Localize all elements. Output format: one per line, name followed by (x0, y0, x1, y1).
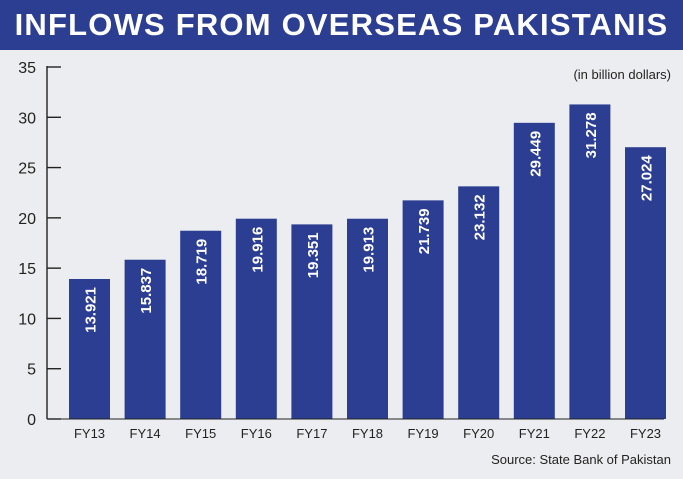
bar (69, 278, 110, 419)
y-tick-label: 10 (18, 311, 36, 328)
chart-title: INFLOWS FROM OVERSEAS PAKISTANIS (14, 7, 669, 42)
bar (291, 224, 333, 419)
bar (347, 218, 388, 419)
bar (180, 230, 222, 419)
x-tick-label: FY16 (241, 426, 272, 441)
bar-value-label: 31.278 (583, 112, 600, 158)
x-tick-label: FY18 (352, 426, 383, 441)
x-tick-label: FY23 (630, 426, 661, 441)
y-tick-label: 35 (18, 60, 36, 77)
x-tick-label: FY21 (519, 426, 550, 441)
bar-value-label: 27.024 (639, 155, 656, 202)
bar (625, 147, 666, 420)
y-tick-label: 20 (18, 211, 36, 228)
bar-value-label: 19.351 (305, 232, 322, 278)
x-tick-label: FY13 (74, 426, 105, 441)
bar-value-label: 15.837 (138, 268, 155, 314)
unit-note: (in billion dollars) (573, 67, 671, 82)
x-tick-label: FY20 (463, 426, 494, 441)
x-tick-label: FY15 (185, 426, 216, 441)
title-bar: INFLOWS FROM OVERSEAS PAKISTANIS (0, 0, 683, 50)
bar-value-label: 18.719 (194, 239, 211, 285)
x-tick-label: FY17 (296, 426, 327, 441)
bar-value-label: 19.913 (361, 227, 378, 273)
bar-value-label: 23.132 (472, 194, 489, 240)
y-tick-label: 5 (27, 362, 36, 379)
bar (513, 122, 555, 419)
bar (235, 218, 277, 419)
source-note: Source: State Bank of Pakistan (491, 452, 671, 467)
x-tick-label: FY22 (574, 426, 605, 441)
bar (569, 104, 611, 420)
y-tick-label: 0 (27, 412, 36, 429)
bar-value-label: 21.739 (416, 208, 433, 254)
y-tick-label: 30 (18, 110, 36, 127)
y-tick-label: 25 (18, 161, 36, 178)
bar (402, 200, 444, 419)
bar (124, 259, 166, 419)
bar-value-label: 19.916 (249, 227, 266, 273)
bar-value-label: 13.921 (83, 287, 100, 333)
y-tick-label: 15 (18, 261, 36, 278)
x-tick-label: FY14 (130, 426, 161, 441)
bar-value-label: 29.449 (527, 131, 544, 177)
x-tick-label: FY19 (408, 426, 439, 441)
bar (458, 186, 500, 419)
